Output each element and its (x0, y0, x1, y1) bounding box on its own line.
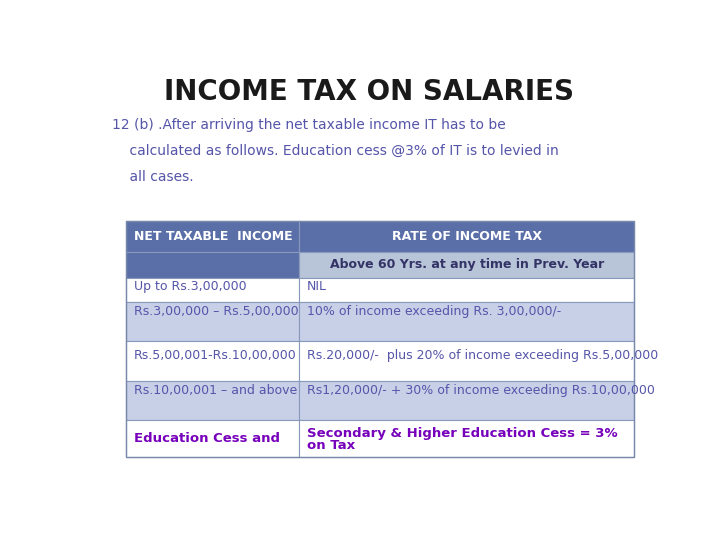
Bar (126, 381, 300, 420)
Bar (300, 381, 634, 420)
Text: Up to Rs.3,00,000: Up to Rs.3,00,000 (133, 280, 246, 293)
Text: NIL: NIL (307, 280, 326, 293)
Bar (126, 341, 300, 381)
Bar (126, 302, 300, 341)
Bar (300, 278, 634, 302)
Text: RATE OF INCOME TAX: RATE OF INCOME TAX (392, 230, 541, 243)
Bar (126, 221, 634, 457)
Bar (300, 302, 634, 341)
Text: 10% of income exceeding Rs. 3,00,000/-: 10% of income exceeding Rs. 3,00,000/- (307, 305, 561, 318)
Text: Rs.3,00,000 – Rs.5,00,000: Rs.3,00,000 – Rs.5,00,000 (133, 305, 298, 318)
Text: Rs.5,00,001-Rs.10,00,000: Rs.5,00,001-Rs.10,00,000 (133, 349, 296, 362)
Text: Education Cess and: Education Cess and (133, 432, 279, 445)
Text: all cases.: all cases. (112, 170, 194, 184)
Text: Secondary & Higher Education Cess = 3%: Secondary & Higher Education Cess = 3% (307, 427, 617, 440)
Text: Above 60 Yrs. at any time in Prev. Year: Above 60 Yrs. at any time in Prev. Year (330, 258, 604, 271)
Bar (300, 252, 634, 278)
Text: Rs.20,000/-  plus 20% of income exceeding Rs.5,00,000: Rs.20,000/- plus 20% of income exceeding… (307, 349, 658, 362)
Text: INCOME TAX ON SALARIES: INCOME TAX ON SALARIES (164, 78, 574, 106)
Bar (126, 278, 300, 302)
Bar (126, 221, 300, 252)
Text: 12 (b) .After arriving the net taxable income IT has to be: 12 (b) .After arriving the net taxable i… (112, 118, 506, 132)
Text: Rs.10,00,001 – and above: Rs.10,00,001 – and above (133, 384, 297, 397)
Text: Rs1,20,000/- + 30% of income exceeding Rs.10,00,000: Rs1,20,000/- + 30% of income exceeding R… (307, 384, 654, 397)
Text: calculated as follows. Education cess @3% of IT is to levied in: calculated as follows. Education cess @3… (112, 144, 559, 158)
Text: NET TAXABLE  INCOME: NET TAXABLE INCOME (133, 230, 292, 243)
Bar (300, 221, 634, 252)
Bar (126, 420, 300, 457)
Bar (300, 420, 634, 457)
Text: on Tax: on Tax (307, 438, 355, 451)
Bar (300, 341, 634, 381)
Bar (126, 252, 300, 278)
